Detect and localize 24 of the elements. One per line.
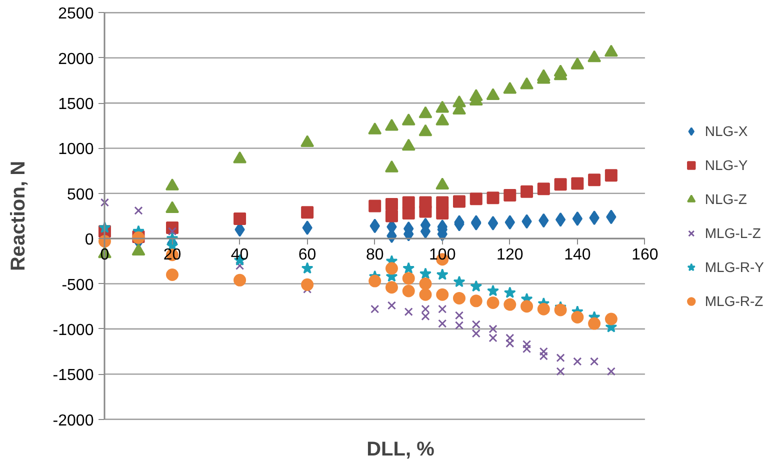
legend-label: NLG-X [704, 122, 748, 138]
legend-label: MLG-L-Z [704, 224, 761, 240]
legend-label: MLG-R-Y [704, 258, 764, 274]
y-tick-label: 2500 [58, 6, 94, 23]
x-tick-label: 60 [298, 246, 316, 264]
x-tick-label: 80 [366, 246, 384, 264]
y-tick-label: 500 [67, 186, 94, 204]
y-axis-title: Reaction, N [8, 160, 30, 272]
legend-label: NLG-Z [704, 190, 747, 206]
y-tick-label: 2000 [58, 50, 94, 68]
x-tick-label: 120 [496, 246, 524, 264]
x-axis-title: DLL, % [366, 438, 435, 460]
legend-label: NLG-Y [704, 156, 748, 172]
y-tick-label: -1500 [52, 367, 94, 384]
y-tick-label: -2000 [52, 412, 94, 430]
y-tick-label: 1000 [58, 141, 94, 158]
x-tick-label: 100 [429, 246, 456, 264]
legend-label: MLG-R-Z [704, 292, 764, 308]
y-tick-label: -500 [62, 276, 94, 294]
x-tick-label: 160 [632, 246, 658, 264]
y-tick-label: -1000 [52, 322, 94, 339]
y-tick-label: 1500 [58, 96, 94, 114]
y-tick-label: 0 [84, 232, 94, 249]
x-tick-label: 140 [564, 246, 591, 264]
